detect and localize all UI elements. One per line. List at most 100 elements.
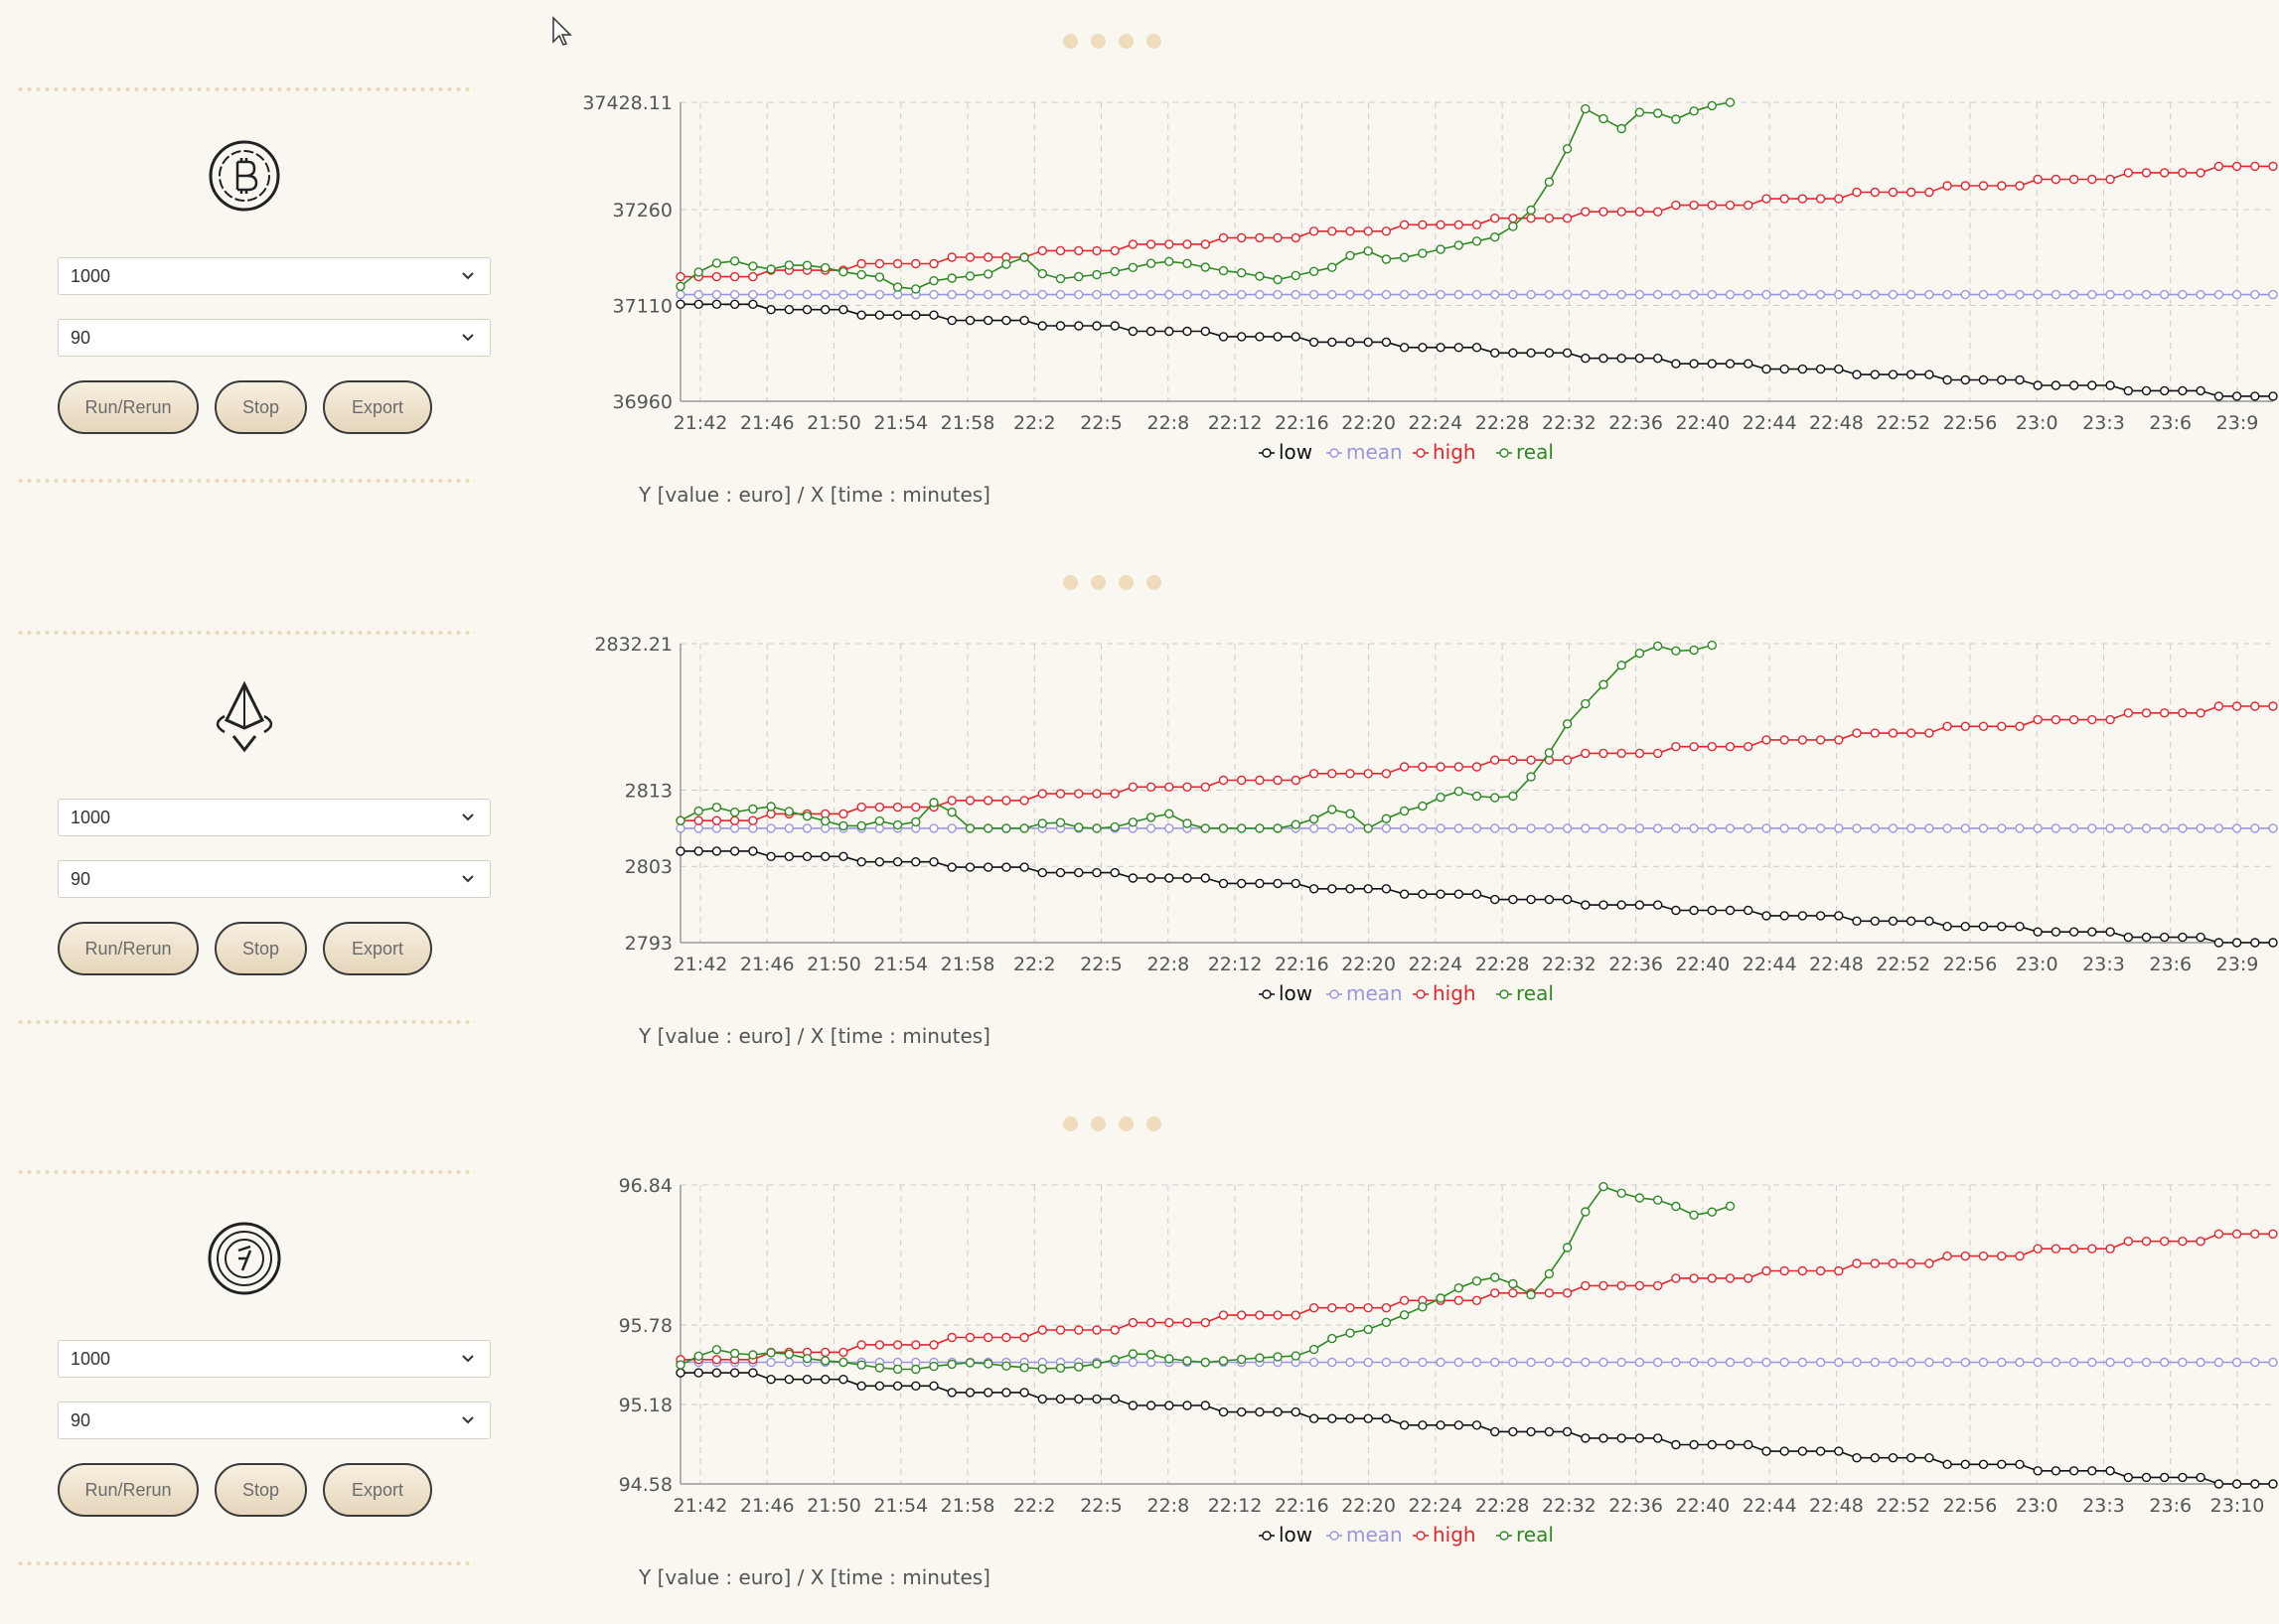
data-point (766, 851, 776, 862)
pager-dot[interactable] (1091, 1116, 1106, 1131)
data-point (1562, 1288, 1573, 1298)
data-point (838, 266, 848, 277)
data-point (1581, 698, 1591, 709)
data-point (1019, 289, 1029, 300)
legend[interactable]: low mean high real (1259, 440, 1554, 464)
data-point (784, 823, 795, 833)
pager-dot[interactable] (1091, 575, 1106, 590)
run-rerun-button[interactable]: Run/Rerun (58, 922, 199, 975)
x-tick-label: 23:3 (2082, 1495, 2125, 1517)
data-point (1562, 144, 1573, 154)
data-point (1237, 823, 1247, 833)
data-point (1092, 789, 1102, 799)
data-point (1381, 884, 1392, 894)
legend-label-low: low (1279, 1523, 1312, 1547)
data-point (1327, 226, 1337, 236)
data-point (1145, 812, 1156, 822)
pager-dot[interactable] (1146, 575, 1161, 590)
x-tick-label: 23:3 (2082, 954, 2125, 975)
data-point (1616, 289, 1626, 300)
x-tick-label: 21:42 (674, 954, 728, 975)
data-point (1055, 321, 1066, 331)
data-point (1508, 348, 1518, 358)
x-tick-label: 21:42 (674, 412, 728, 434)
data-point (2141, 708, 2152, 718)
data-point (1128, 1317, 1139, 1328)
data-point (1834, 911, 1844, 921)
pager-dot[interactable] (1063, 575, 1078, 590)
x-tick-label: 23:6 (2149, 1495, 2192, 1517)
data-point (2033, 927, 2043, 937)
data-point (693, 1351, 703, 1362)
legend[interactable]: low mean high real (1259, 981, 1554, 1005)
data-point (1707, 200, 1718, 211)
data-point (1308, 289, 1319, 300)
export-button[interactable]: Export (323, 380, 432, 434)
pager-dot[interactable] (1063, 34, 1078, 49)
pager-dot[interactable] (1146, 1116, 1161, 1131)
data-point (711, 289, 722, 300)
data-point (748, 289, 758, 300)
pager-dot[interactable] (1119, 575, 1134, 590)
period-select[interactable]: 90 (58, 1402, 491, 1439)
data-point (1399, 762, 1410, 772)
data-point (1997, 181, 2007, 191)
stop-button[interactable]: Stop (215, 1463, 307, 1517)
data-point (784, 1374, 795, 1385)
period-select[interactable]: 90 (58, 319, 491, 357)
period-select-value: 90 (71, 328, 91, 348)
x-tick-label: 22:48 (1809, 954, 1864, 975)
amount-select[interactable]: 1000 (58, 799, 491, 836)
data-point (2051, 174, 2061, 185)
pager-dot[interactable] (1063, 1116, 1078, 1131)
y-tick-label: 36960 (613, 391, 673, 413)
amount-select[interactable]: 1000 (58, 257, 491, 295)
series-line-real (680, 1185, 1731, 1371)
pager-dot[interactable] (1119, 34, 1134, 49)
data-point (1055, 245, 1066, 256)
legend[interactable]: low mean high real (1259, 1523, 1554, 1547)
data-point (1145, 782, 1156, 793)
data-point (965, 252, 976, 262)
x-tick-label: 22:12 (1208, 954, 1263, 975)
data-point (929, 289, 939, 300)
data-point (693, 846, 703, 856)
data-point (2015, 181, 2025, 191)
pager-dot[interactable] (1146, 34, 1161, 49)
data-point (929, 275, 939, 286)
data-point (947, 862, 957, 872)
period-select[interactable]: 90 (58, 860, 491, 898)
data-point (1852, 823, 1862, 833)
data-point (1978, 1251, 1989, 1261)
data-point (1689, 359, 1699, 369)
run-rerun-button[interactable]: Run/Rerun (58, 380, 199, 434)
data-point (2123, 932, 2134, 943)
data-point (984, 862, 993, 872)
pager-dot[interactable] (1119, 1116, 1134, 1131)
export-button[interactable]: Export (323, 1463, 432, 1517)
export-button[interactable]: Export (323, 922, 432, 975)
data-point (2141, 289, 2152, 300)
data-point (1182, 1356, 1192, 1366)
amount-select[interactable]: 1000 (58, 1340, 491, 1378)
data-point (766, 1374, 776, 1385)
data-point (1761, 289, 1771, 300)
pager-dot[interactable] (1091, 34, 1106, 49)
data-point (2213, 701, 2224, 711)
data-point (1471, 889, 1482, 899)
data-point (911, 310, 921, 320)
stop-button[interactable]: Stop (215, 922, 307, 975)
data-point (2196, 385, 2205, 396)
run-rerun-button[interactable]: Run/Rerun (58, 1463, 199, 1517)
legend-marker-mean (1329, 448, 1339, 458)
stop-button[interactable]: Stop (215, 380, 307, 434)
data-point (2268, 161, 2278, 172)
data-point (1128, 817, 1139, 827)
data-point (1237, 878, 1247, 889)
data-point (1997, 1251, 2007, 1261)
data-point (1761, 1357, 1771, 1368)
data-point (1689, 1210, 1699, 1220)
data-point (1200, 239, 1210, 249)
legend-label-low: low (1279, 981, 1312, 1005)
data-point (1544, 823, 1555, 833)
